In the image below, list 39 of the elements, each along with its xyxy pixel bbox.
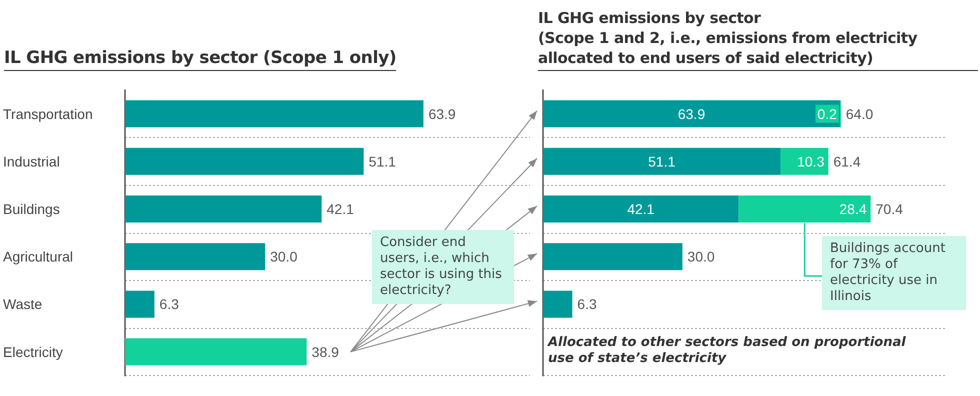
bar: [125, 196, 322, 222]
chart-title: IL GHG emissions by sector (Scope 1 and 2, i.e., emissions from electricity allocated to end users of said electricity): [538, 8, 978, 71]
annotation: Consider end users, i.e., which sector is using this electricity?: [372, 230, 514, 304]
annotation: Buildings account for 73% of electricity use in Illinois: [822, 236, 966, 310]
data-label: 63.9: [428, 106, 456, 122]
total-label: 61.4: [833, 153, 861, 170]
bar: [125, 243, 266, 270]
bar: [543, 290, 572, 318]
y-tick-label: Buildings: [3, 201, 60, 217]
bar: [543, 100, 840, 128]
data-label: 6.3: [159, 296, 180, 312]
data-label: 42.1: [326, 201, 354, 217]
bar: [125, 100, 424, 128]
y-tick-label: Industrial: [3, 153, 60, 170]
data-label: 51.1: [648, 153, 676, 170]
y-tick-label: Transportation: [3, 106, 93, 122]
y-tick-label: Agricultural: [3, 248, 74, 265]
total-label: 70.4: [876, 201, 904, 217]
annotation: Allocated to other sectors based on proportional use of state’s electricity: [548, 335, 907, 367]
data-label: 63.9: [678, 106, 706, 122]
bar: [543, 243, 682, 270]
y-tick-label: Electricity: [3, 344, 63, 360]
y-tick-label: Waste: [3, 296, 42, 312]
bar: [125, 148, 364, 175]
chart-title: IL GHG emissions by sector (Scope 1 only): [4, 48, 396, 71]
data-label: 38.9: [312, 344, 340, 360]
data-label: 51.1: [368, 153, 396, 170]
bar: [125, 338, 307, 366]
data-label: 6.3: [577, 296, 597, 312]
bar: [125, 290, 154, 318]
data-label: 28.4: [839, 201, 867, 217]
data-label: 0.2: [817, 106, 838, 122]
bar: [543, 196, 739, 222]
total-label: 64.0: [846, 106, 874, 122]
data-label: 30.0: [687, 248, 715, 265]
data-label: 30.0: [270, 248, 298, 265]
data-label: 10.3: [797, 153, 825, 170]
bar: [543, 148, 780, 175]
data-label: 42.1: [627, 201, 655, 217]
